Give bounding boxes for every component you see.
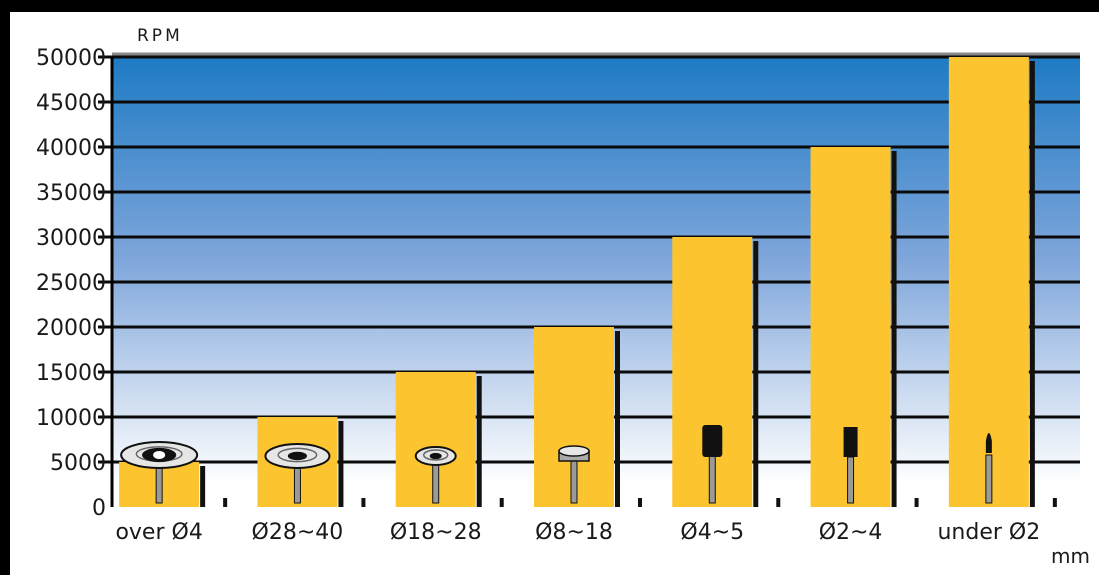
bar-shadow [200,466,206,507]
frame-top [0,0,1099,12]
y-tick-labels: 0 5000 10000 15000 20000 25000 30000 35000 40000… [36,46,106,521]
x-tick-label: Ø18~28 [390,520,482,545]
bar-shadow [1029,61,1035,507]
x-minor-tick [638,498,642,507]
thin-disc-tool-icon [264,443,331,504]
y-tick-label: 5000 [50,451,106,476]
frame-left [0,0,10,575]
narrow-point-tool-icon [843,427,858,504]
x-minor-tick [223,498,228,507]
x-tick-label: over Ø4 [115,520,202,545]
x-tick-label: Ø8~18 [535,520,613,545]
y-tick-label: 35000 [36,181,106,206]
x-tick-label: Ø2~4 [819,520,883,545]
fine-point-tool-icon [985,433,993,504]
x-minor-tick [1052,498,1057,507]
cylinder-point-tool-icon [702,425,723,504]
x-tick-label: Ø28~40 [252,520,344,545]
cylinder-head-tool-icon [558,445,590,504]
y-tick-label: 25000 [36,271,106,296]
y-tick-label: 0 [92,496,106,521]
x-minor-tick [499,498,504,507]
x-minor-tick [776,498,781,507]
y-tick-label: 30000 [36,226,106,251]
y-tick-label: 45000 [36,91,106,116]
x-tick-label: under Ø2 [937,520,1040,545]
bar-shadow [891,151,897,507]
bar-shadow [615,331,620,507]
bar-shadow [338,421,344,507]
bar-shadow [753,241,759,507]
x-axis-label: mm [1051,544,1090,568]
bar [948,57,1029,507]
x-minor-tick [914,498,919,507]
y-tick-label: 40000 [36,136,106,161]
y-tick-label: 15000 [36,361,106,386]
x-tick-label: Ø4~5 [680,520,744,545]
bar-shadow [476,376,482,507]
tool-icons [120,425,993,504]
flat-disc-tool-icon [120,441,199,504]
y-tick-label: 50000 [36,46,106,71]
y-tick-label: 20000 [36,316,106,341]
x-tick-labels: over Ø4 Ø28~40 Ø18~28 Ø8~18 Ø4~5 Ø2~4 under Ø2 [115,520,1040,545]
y-tick-label: 10000 [36,406,106,431]
x-minor-tick [361,498,366,507]
small-disc-tool-icon [414,446,457,504]
y-axis-label: RPM [137,26,183,46]
